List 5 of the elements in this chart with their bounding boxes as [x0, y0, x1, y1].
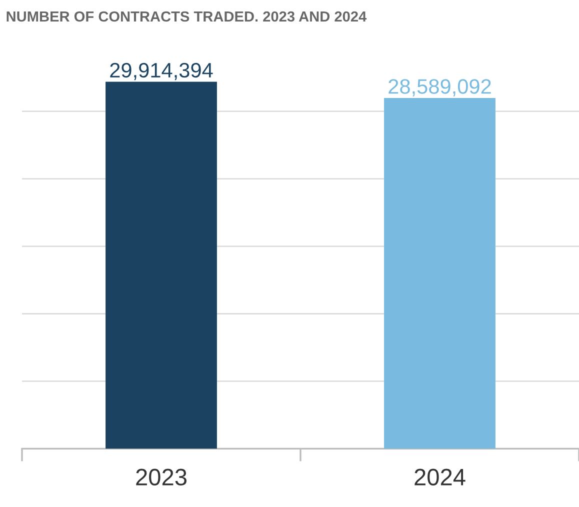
x-tick-label: 2024	[414, 468, 466, 486]
data-label: 29,914,394	[110, 62, 213, 80]
chart-title: NUMBER OF CONTRACTS TRADED. 2023 AND 2024	[6, 11, 367, 22]
data-label: 28,589,092	[388, 79, 491, 96]
x-tick-label: 2023	[136, 468, 186, 486]
